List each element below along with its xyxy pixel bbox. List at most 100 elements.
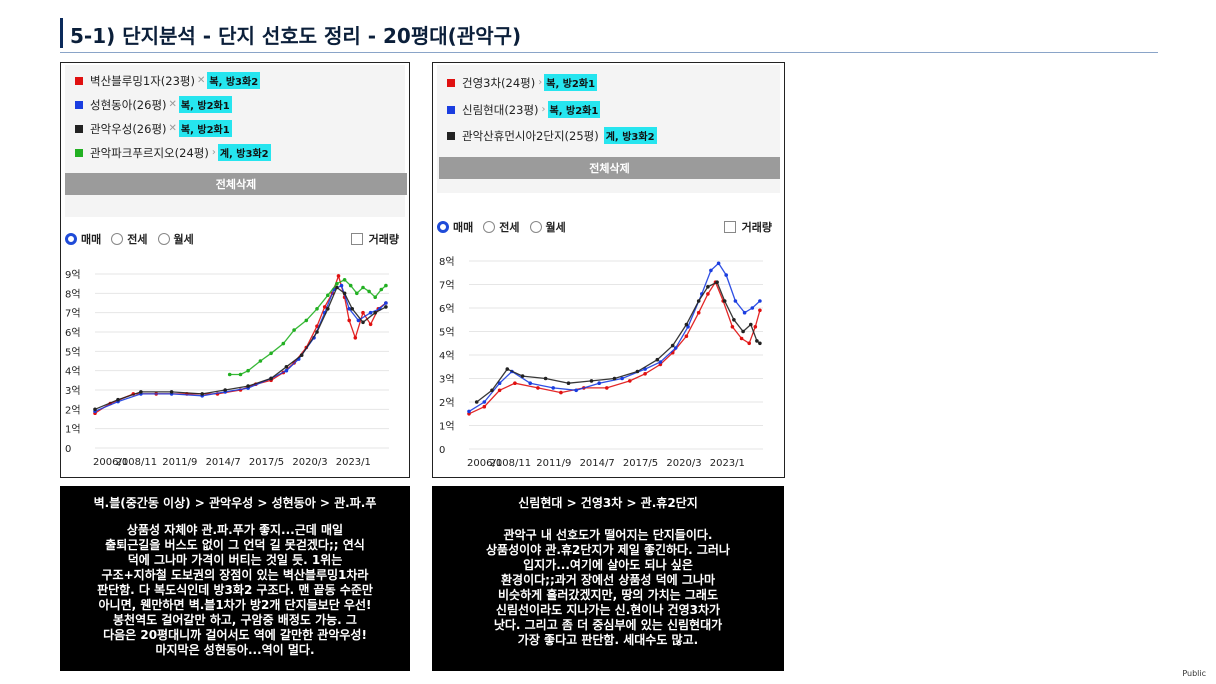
x-tick-label: 2020/3 <box>292 457 327 468</box>
legend-label: 신림현대(23평) <box>462 102 539 117</box>
x-tick-label: 2017/5 <box>249 457 284 468</box>
data-point <box>169 390 174 394</box>
trade-type-radio-group: 매매 전세 월세 <box>437 219 576 235</box>
description-line: 다음은 20평대니까 걸어서도 역에 갈만한 관악우성! <box>103 628 367 642</box>
data-point <box>93 407 97 412</box>
data-point <box>139 390 143 394</box>
legend-item-3[interactable]: 관악우성(26평) ✕ 복, 방2화1 <box>75 120 232 137</box>
description-line: 덕에 그나마 가격이 버티는 것일 듯. 1위는 <box>127 553 343 567</box>
data-point <box>620 376 624 381</box>
radio-jeonse[interactable]: 전세 <box>111 231 148 247</box>
y-tick-label: 5억 <box>439 327 455 339</box>
y-tick-label: 7억 <box>65 308 81 320</box>
legend-item-1[interactable]: 벽산블루밍1자(23평) ✕ 복, 방3화2 <box>75 72 261 89</box>
volume-checkbox[interactable]: 거래량 <box>723 219 772 235</box>
data-point <box>758 341 762 346</box>
data-point <box>355 291 359 296</box>
data-point <box>505 367 510 371</box>
unit-type-tag: 복, 방2화1 <box>178 96 232 113</box>
legend-item-2[interactable]: 신림현대(23평) › 복, 방2화1 <box>447 101 601 118</box>
data-point <box>347 318 352 323</box>
remove-x-icon[interactable]: ✕ <box>196 75 206 86</box>
data-point <box>322 305 327 309</box>
data-point <box>739 336 744 341</box>
data-point <box>474 400 479 404</box>
radio-selected-icon <box>65 233 77 245</box>
data-point <box>724 273 728 277</box>
data-point <box>673 346 678 350</box>
data-point <box>368 322 373 327</box>
delete-all-button[interactable]: 전체삭제 <box>439 157 780 179</box>
data-point <box>335 285 339 290</box>
chevron-right-icon: › <box>211 147 216 158</box>
title-accent-bar <box>60 18 63 48</box>
y-tick-label: 2억 <box>65 404 81 416</box>
radio-monthly[interactable]: 월세 <box>157 231 194 247</box>
delete-all-button[interactable]: 전체삭제 <box>65 173 407 195</box>
radio-sale[interactable]: 매매 <box>65 231 101 247</box>
data-point <box>513 381 517 385</box>
legend-item-1[interactable]: 건영3차(24평) › 복, 방2화1 <box>447 74 598 91</box>
radio-sale[interactable]: 매매 <box>437 219 473 235</box>
radio-label: 매매 <box>81 233 102 246</box>
data-point <box>292 328 296 332</box>
description-line: 출퇴근길을 버스도 없이 그 언덕 길 못걷겠다;; 연식 <box>105 538 365 552</box>
data-point <box>643 372 647 376</box>
radio-monthly[interactable]: 월세 <box>529 219 566 235</box>
remove-x-icon[interactable]: ✕ <box>168 99 177 110</box>
chevron-right-icon: › <box>538 77 543 88</box>
y-tick-label: 7억 <box>439 280 455 292</box>
radio-jeonse[interactable]: 전세 <box>483 219 520 235</box>
data-point <box>605 386 609 390</box>
data-point <box>384 305 388 309</box>
legend-item-3[interactable]: 관악산휴먼시아2단지(25평) 계, 방3화2 <box>447 127 657 144</box>
legend-item-4[interactable]: 관악파크푸르지오(24평) › 계, 방3화2 <box>75 144 271 161</box>
remove-x-icon[interactable]: ✕ <box>168 123 177 134</box>
data-point <box>497 381 502 385</box>
data-point <box>574 388 578 393</box>
data-point <box>379 287 384 292</box>
description-line: 상품성이야 관.휴2단지가 제일 좋긴하다. 그러나 <box>486 543 730 557</box>
data-point <box>543 376 548 381</box>
data-point <box>315 307 319 311</box>
data-point <box>696 310 701 315</box>
chevron-right-icon: › <box>541 104 546 115</box>
data-point <box>384 283 388 288</box>
legend-label: 관악우성(26평) <box>90 121 167 136</box>
data-point <box>342 278 347 282</box>
data-point <box>361 285 365 290</box>
public-label: Public <box>1182 669 1206 678</box>
data-point <box>315 330 319 334</box>
x-tick-label: 2014/7 <box>580 458 615 469</box>
description-line: 봉천역도 걸어갈만 하고, 구암중 배정도 가능. 그 <box>113 613 357 627</box>
data-point <box>566 381 571 385</box>
y-tick-label: 4억 <box>439 350 455 362</box>
description-line: 아니면, 웬만하면 벽.블1차가 방2개 단지들보단 우선! <box>98 598 372 612</box>
volume-checkbox[interactable]: 거래량 <box>350 231 399 247</box>
series-color-swatch <box>75 100 83 109</box>
data-point <box>356 318 361 323</box>
series-color-swatch <box>75 76 83 85</box>
title-bar: 5-1) 단지분석 - 단지 선호도 정리 - 20평대(관악구) <box>60 14 1158 53</box>
data-point <box>730 325 735 329</box>
data-point <box>116 397 120 402</box>
data-point <box>733 299 738 303</box>
radio-selected-icon <box>437 221 449 233</box>
data-point <box>635 369 640 374</box>
data-point <box>367 289 371 294</box>
radio-label: 월세 <box>545 221 566 234</box>
data-point <box>758 299 762 303</box>
y-tick-label: 9억 <box>65 269 81 281</box>
y-tick-label: 6억 <box>439 303 455 315</box>
data-point <box>336 274 341 278</box>
data-point <box>709 268 713 273</box>
series-line-1 <box>468 280 761 415</box>
radio-label: 매매 <box>453 221 474 234</box>
right-legend-area: 건영3차(24평) › 복, 방2화1 신림현대(23평) › 복, 방2화1 … <box>437 65 780 149</box>
data-point <box>658 360 663 364</box>
y-tick-label: 0 <box>65 444 71 455</box>
radio-empty-icon <box>111 233 124 245</box>
data-point <box>258 359 263 363</box>
legend-item-2[interactable]: 성현동아(26평) ✕ 복, 방2화1 <box>75 96 232 113</box>
